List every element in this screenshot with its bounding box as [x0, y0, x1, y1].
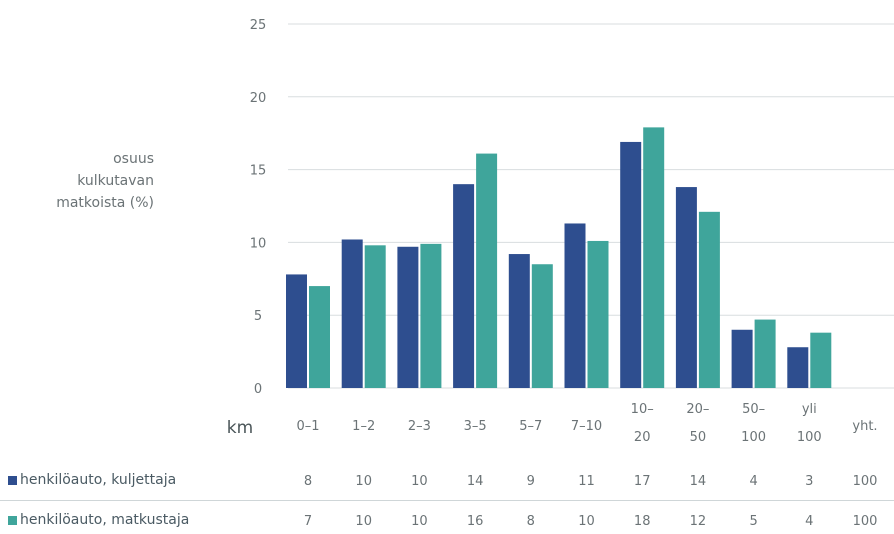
- table-cell-passenger: 4: [805, 514, 813, 529]
- table-cell-passenger: 100: [853, 514, 878, 529]
- bar-driver: [453, 184, 475, 388]
- table-cell-passenger: 7: [304, 514, 312, 529]
- y-axis-label-line-3: matkoista (%): [56, 195, 154, 211]
- table-cell-passenger: 5: [749, 514, 757, 529]
- x-tick-label: 100: [797, 430, 822, 445]
- legend-swatch-passenger: [8, 515, 17, 525]
- table-cell-driver: 10: [411, 474, 428, 489]
- x-tick-label: 100: [741, 430, 766, 445]
- legend-label-passenger: henkilöauto, matkustaja: [20, 512, 190, 528]
- y-tick-label: 10: [250, 236, 267, 251]
- x-tick-label: yli: [802, 402, 817, 417]
- bar-passenger: [364, 245, 386, 388]
- table-cell-driver: 4: [749, 474, 757, 489]
- y-axis-label: osuus kulkutavan matkoista (%): [56, 148, 154, 214]
- x-tick-label: 10–: [631, 402, 654, 417]
- bar-driver: [508, 254, 530, 388]
- y-tick-label: 20: [250, 91, 267, 106]
- bar-passenger: [643, 127, 665, 388]
- bar-driver: [341, 239, 363, 388]
- bar-driver: [397, 246, 419, 388]
- legend-swatch-driver: [8, 475, 17, 485]
- bar-driver: [787, 347, 809, 388]
- x-tick-label: 5–7: [519, 419, 542, 434]
- y-tick-label: 5: [254, 309, 262, 324]
- x-tick-label: 3–5: [464, 419, 487, 434]
- bar-driver: [731, 329, 753, 388]
- table-cell-passenger: 16: [467, 514, 484, 529]
- table-cell-driver: 9: [527, 474, 535, 489]
- y-axis-label-line-1: osuus: [113, 151, 154, 167]
- bar-passenger: [754, 319, 776, 388]
- x-tick-label: 1–2: [352, 419, 375, 434]
- y-tick-label: 0: [254, 382, 262, 397]
- x-tick-label: 2–3: [408, 419, 431, 434]
- bar-driver: [675, 187, 697, 388]
- bar-passenger: [810, 332, 832, 388]
- table-cell-passenger: 18: [634, 514, 651, 529]
- y-tick-label: 25: [250, 18, 267, 33]
- x-tick-label: 20: [634, 430, 651, 445]
- bar-passenger: [309, 286, 330, 388]
- legend-item-driver: henkilöauto, kuljettaja: [8, 468, 176, 492]
- bar-passenger: [587, 240, 609, 388]
- bar-driver: [620, 141, 642, 388]
- table-cell-driver: 11: [578, 474, 595, 489]
- legend-label-driver: henkilöauto, kuljettaja: [20, 472, 177, 488]
- table-separator: [0, 500, 894, 501]
- y-tick-label: 15: [250, 164, 267, 179]
- x-tick-label: 50–: [742, 402, 765, 417]
- table-cell-driver: 100: [853, 474, 878, 489]
- x-unit-label: km: [227, 418, 253, 438]
- bar-passenger: [476, 153, 498, 388]
- x-tick-label: 0–1: [296, 419, 319, 434]
- x-tick-label: 20–: [686, 402, 709, 417]
- table-cell-passenger: 8: [527, 514, 535, 529]
- y-axis-label-line-2: kulkutavan: [77, 173, 154, 189]
- table-cell-passenger: 10: [411, 514, 428, 529]
- x-tick-label-total: yht.: [852, 419, 877, 434]
- bar-passenger: [420, 243, 442, 388]
- table-cell-driver: 14: [467, 474, 484, 489]
- bar-driver: [286, 274, 307, 388]
- bar-driver: [564, 223, 586, 388]
- bar-passenger: [531, 264, 553, 388]
- legend-item-passenger: henkilöauto, matkustaja: [8, 508, 189, 532]
- bar-passenger: [698, 211, 720, 388]
- table-cell-driver: 10: [355, 474, 372, 489]
- table-cell-passenger: 12: [690, 514, 707, 529]
- x-tick-label: 7–10: [571, 419, 602, 434]
- table-cell-driver: 17: [634, 474, 651, 489]
- table-cell-driver: 14: [690, 474, 707, 489]
- x-tick-label: 50: [690, 430, 707, 445]
- table-cell-passenger: 10: [355, 514, 372, 529]
- table-cell-driver: 3: [805, 474, 813, 489]
- table-cell-driver: 8: [304, 474, 312, 489]
- table-cell-passenger: 10: [578, 514, 595, 529]
